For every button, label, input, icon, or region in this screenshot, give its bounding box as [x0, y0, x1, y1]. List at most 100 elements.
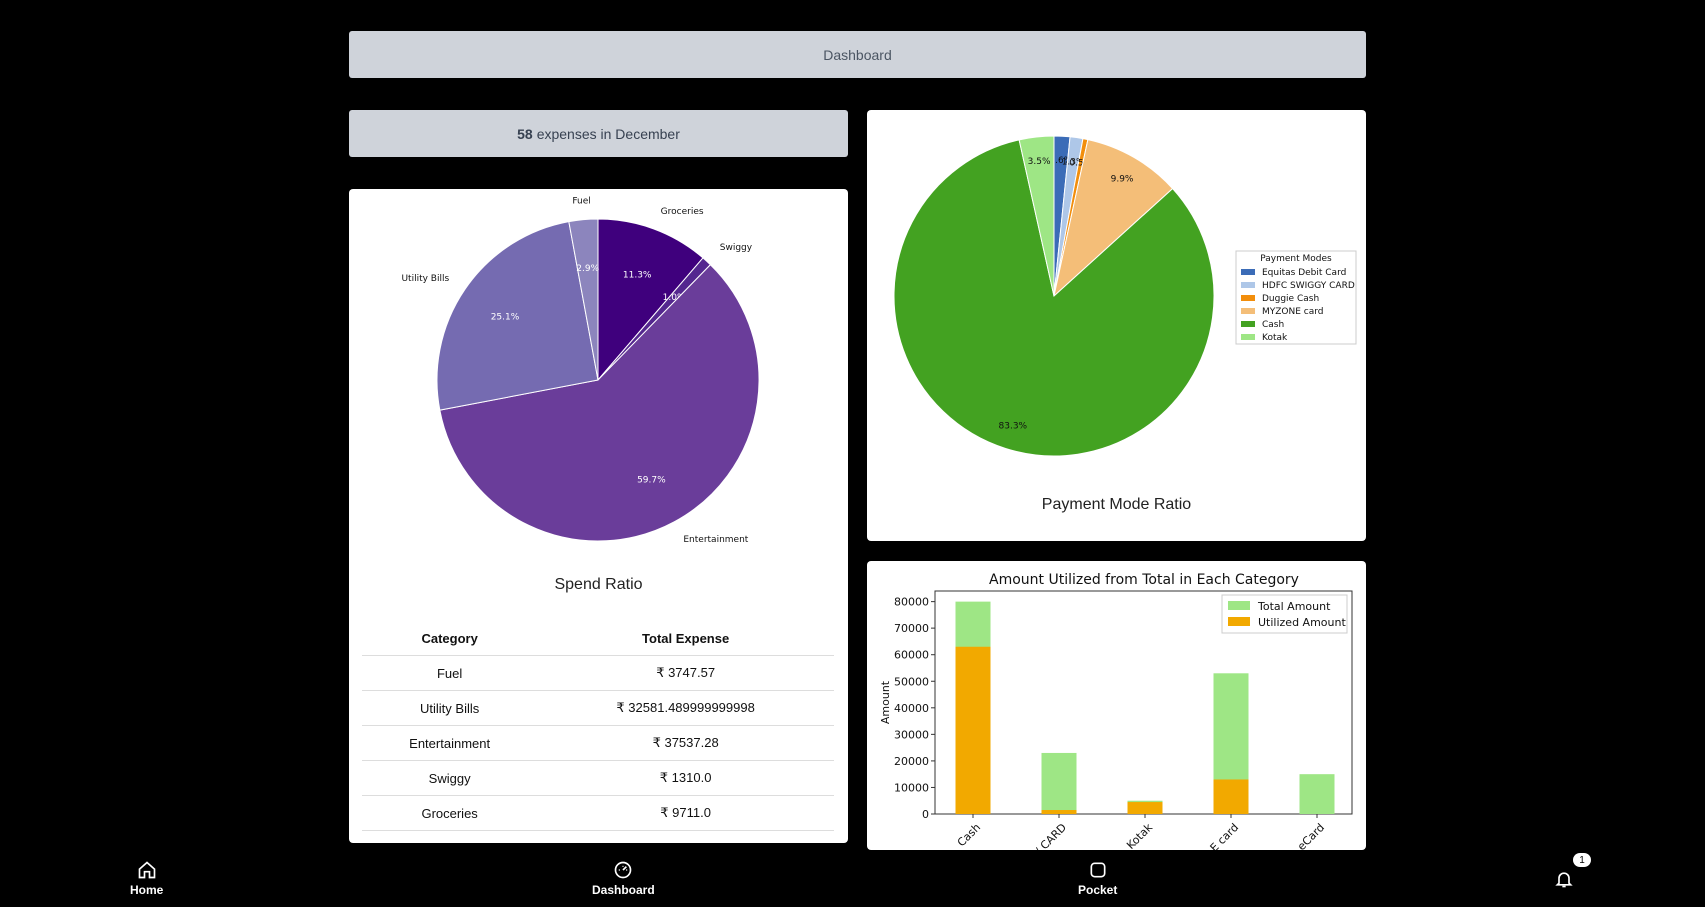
y-axis-label: Amount	[879, 680, 892, 724]
pie-slice-utility-bills	[436, 221, 599, 411]
bar-utilized-amount	[1041, 810, 1077, 814]
bar-chart-title: Amount Utilized from Total in Each Categ…	[989, 572, 1299, 588]
pie-slice-kotak	[1018, 135, 1055, 297]
spend-ratio-card: 11.3% Groceries 1.0% Swiggy 59.7% Entertainme…	[349, 189, 848, 843]
pie-pct-label: 2.9%	[576, 264, 599, 274]
pie-pct-label: 25.1%	[491, 312, 520, 322]
legend-swatch	[1241, 295, 1255, 301]
bar-utilized-amount	[1127, 802, 1163, 814]
column-header-category: Category	[362, 621, 538, 656]
y-tick-label: 80000	[894, 596, 929, 609]
pie-category-label: Swiggy	[720, 243, 753, 253]
nav-pocket-label: Pocket	[1078, 883, 1118, 897]
table-row: Swiggy ₹ 1310.0	[362, 760, 834, 796]
column-header-total: Total Expense	[537, 621, 834, 656]
expense-count: 58	[517, 125, 533, 142]
legend-swatch	[1241, 334, 1255, 340]
legend-title: Payment Modes	[1260, 254, 1332, 264]
pie-pct-label: 1.3%	[1062, 157, 1085, 167]
nav-home-label: Home	[130, 883, 164, 897]
legend-swatch	[1228, 601, 1250, 610]
pie-pct-label: 11.3%	[623, 270, 652, 280]
legend-entry: Utilized Amount	[1258, 616, 1346, 629]
pie-pct-label: 1.6%	[1049, 156, 1072, 166]
cell-total: ₹ 1310.0	[537, 760, 834, 796]
legend-swatch	[1241, 321, 1255, 327]
legend-entry: Kotak	[1262, 333, 1288, 343]
y-tick-label: 20000	[894, 755, 929, 768]
y-tick-label: 40000	[894, 702, 929, 715]
legend-entry: Equitas Debit Card	[1262, 268, 1346, 278]
expense-count-text: expenses in December	[536, 125, 680, 142]
cell-category: Entertainment	[362, 725, 538, 761]
pie-slice-fuel	[568, 218, 599, 381]
table-row: Groceries ₹ 9711.0	[362, 795, 834, 831]
pie-pct-label: 83.3%	[999, 422, 1028, 432]
legend-swatch	[1241, 269, 1255, 275]
pie-slice-entertainment	[439, 264, 760, 542]
y-tick-label: 0	[922, 808, 929, 821]
notification-badge: 1	[1573, 853, 1591, 867]
pie-slice-groceries	[597, 218, 704, 382]
pie-category-label: Groceries	[661, 207, 704, 217]
y-tick-label: 30000	[894, 728, 929, 741]
legend-swatch	[1228, 617, 1250, 626]
bar-legend: Total Amount Utilized Amount	[1221, 594, 1348, 634]
payment-mode-card: 1.6% 1.3% 0.5% 9.9% 83.3% 3.5% Payment Modes Eq…	[867, 110, 1366, 541]
bell-icon[interactable]	[1554, 869, 1574, 889]
legend-entry: HDFC SWIGGY CARD	[1262, 281, 1355, 291]
x-tick-label: Kotak	[1124, 820, 1155, 850]
pie-slice-cash	[893, 139, 1215, 457]
spend-ratio-caption: Spend Ratio	[554, 576, 643, 593]
cell-category: Fuel	[362, 655, 538, 691]
cell-total: ₹ 32581.489999999998	[537, 690, 834, 726]
x-tick-label: / CARD	[1033, 821, 1069, 850]
pie-category-label: Entertainment	[683, 535, 748, 545]
table-header-row: Category Total Expense	[362, 621, 834, 656]
cell-total: ₹ 9711.0	[537, 795, 834, 831]
pie-pct-label: 1.0%	[663, 293, 686, 303]
legend-swatch	[1241, 282, 1255, 288]
nav-dashboard[interactable]: Dashboard	[592, 860, 655, 897]
home-icon	[138, 861, 156, 879]
y-tick-label: 60000	[894, 649, 929, 662]
category-table: Category Total Expense Fuel ₹ 3747.57 Uti…	[362, 621, 834, 831]
payment-mode-caption: Payment Mode Ratio	[1041, 496, 1192, 513]
cell-category: Groceries	[362, 795, 538, 831]
page-title: Dashboard	[823, 46, 892, 63]
utilization-bar-card: Amount Utilized from Total in Each Categ…	[867, 561, 1366, 850]
gauge-icon	[615, 861, 632, 879]
cell-total: ₹ 37537.28	[537, 725, 834, 761]
payment-legend: Payment Modes Equitas Debit Card HDFC SWIG…	[1235, 250, 1357, 345]
nav-dashboard-label: Dashboard	[592, 883, 655, 897]
legend-swatch	[1241, 308, 1255, 314]
pie-category-label: Utility Bills	[401, 274, 449, 284]
pie-category-label: Fuel	[572, 196, 590, 206]
x-tick-label: E card	[1208, 821, 1242, 850]
pie-pct-label: 9.9%	[1111, 174, 1134, 184]
cell-total: ₹ 3747.57	[537, 655, 834, 691]
legend-entry: Duggie Cash	[1262, 294, 1319, 304]
nav-home[interactable]: Home	[130, 860, 163, 897]
y-tick-label: 50000	[894, 675, 929, 688]
bottom-nav: Home Dashboard Pocket	[0, 850, 1705, 907]
x-tick-label: Cash	[955, 821, 983, 849]
legend-entry: Total Amount	[1257, 600, 1331, 613]
y-tick-label: 10000	[894, 781, 929, 794]
dashboard-header: Dashboard	[349, 31, 1366, 78]
table-row: Utility Bills ₹ 32581.489999999998	[362, 690, 834, 726]
bar-total-amount	[1041, 752, 1077, 814]
cell-category: Utility Bills	[362, 690, 538, 726]
pie-pct-label: 59.7%	[637, 475, 666, 485]
bar-utilized-amount	[1213, 779, 1249, 814]
cell-category: Swiggy	[362, 760, 538, 796]
expense-count-banner: 58 expenses in December	[349, 110, 848, 157]
bar-total-amount	[1299, 774, 1335, 814]
table-row: Entertainment ₹ 37537.28	[362, 725, 834, 761]
nav-pocket[interactable]: Pocket	[1078, 860, 1117, 897]
pie-pct-label: 0.5%	[1069, 159, 1092, 169]
pie-pct-label: 3.5%	[1028, 157, 1051, 167]
spend-ratio-pie: 11.3% Groceries 1.0% Swiggy 59.7% Entertainme…	[401, 196, 760, 545]
legend-entry: Cash	[1262, 320, 1284, 330]
x-tick-label: eCard	[1295, 821, 1327, 850]
